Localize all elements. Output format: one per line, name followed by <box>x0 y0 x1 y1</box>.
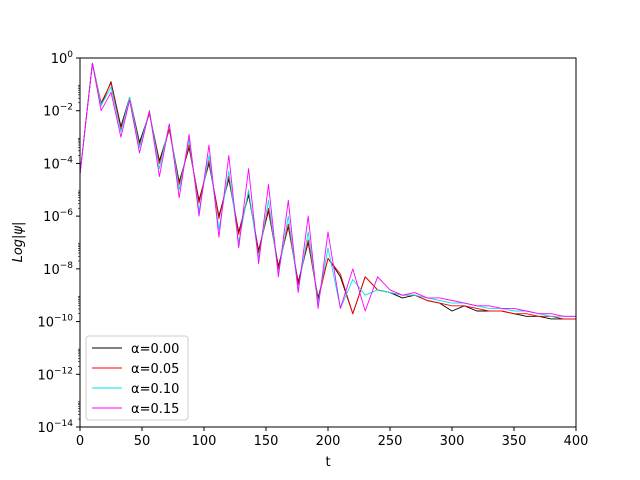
series-layer <box>80 62 576 320</box>
x-tick-label: 50 <box>134 434 151 449</box>
x-tick-label: 0 <box>76 434 84 449</box>
y-tick-label: 10−10 <box>37 314 73 331</box>
y-tick-label: 10−2 <box>43 103 73 120</box>
legend-label: α=0.15 <box>131 402 179 417</box>
plot-area <box>79 57 577 428</box>
legend-label: α=0.10 <box>131 382 179 397</box>
y-tick-label: 10−6 <box>43 208 73 225</box>
x-tick-label: 250 <box>378 434 403 449</box>
legend: α=0.00 α=0.05 α=0.10 α=0.15 <box>85 335 189 421</box>
x-axis-label: t <box>325 455 330 470</box>
x-tick-label: 350 <box>502 434 527 449</box>
y-tick-label: 100 <box>51 50 74 67</box>
y-tick-label: 10−12 <box>37 366 73 383</box>
legend-box <box>85 335 189 421</box>
x-tick-label: 200 <box>316 434 341 449</box>
y-tick-label: 10−14 <box>37 419 73 436</box>
series-line-2 <box>80 62 576 317</box>
x-tick-label: 400 <box>564 434 589 449</box>
legend-label: α=0.05 <box>131 362 179 377</box>
x-tick-label: 300 <box>440 434 465 449</box>
legend-label: α=0.00 <box>131 342 179 357</box>
y-axis-label: Log|ψ| <box>11 222 26 263</box>
series-line-3 <box>80 62 576 317</box>
x-axis-ticks: 0 50 100 150 200 250 300 350 400 <box>76 427 589 449</box>
y-tick-label: 10−4 <box>43 155 73 172</box>
y-axis-ticks: 100 10−2 10−4 10−6 10−8 10−10 10−12 10−14 <box>37 50 80 436</box>
y-tick-label: 10−8 <box>43 261 73 278</box>
x-tick-label: 100 <box>192 434 217 449</box>
x-tick-label: 150 <box>254 434 279 449</box>
